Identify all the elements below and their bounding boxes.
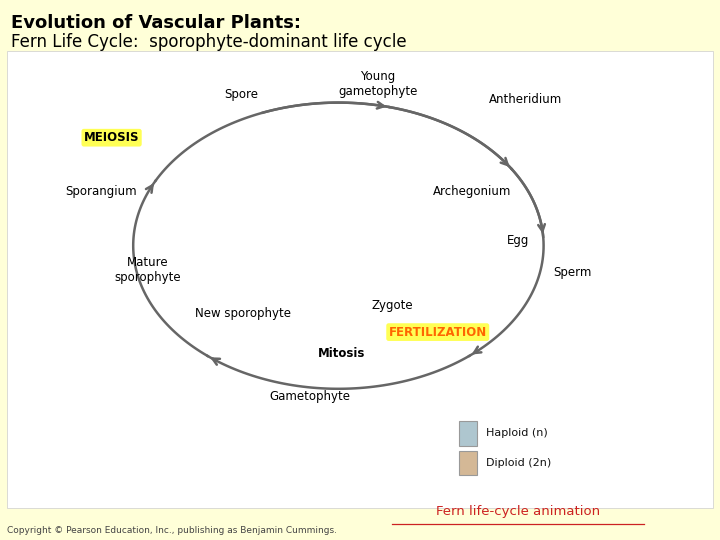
Text: Diploid (2n): Diploid (2n) <box>486 458 552 468</box>
Text: Egg: Egg <box>507 234 530 247</box>
FancyBboxPatch shape <box>7 51 713 508</box>
FancyBboxPatch shape <box>459 451 477 475</box>
Text: New sporophyte: New sporophyte <box>195 307 292 320</box>
Text: Gametophyte: Gametophyte <box>269 390 350 403</box>
Text: Sporangium: Sporangium <box>65 185 137 198</box>
Text: FERTILIZATION: FERTILIZATION <box>389 326 487 339</box>
Text: Fern Life Cycle:  sporophyte-dominant life cycle: Fern Life Cycle: sporophyte-dominant lif… <box>11 33 406 51</box>
Text: Haploid (n): Haploid (n) <box>486 428 548 438</box>
Text: MEIOSIS: MEIOSIS <box>84 131 140 144</box>
Text: Young
gametophyte: Young gametophyte <box>338 70 418 98</box>
Text: Mitosis: Mitosis <box>318 347 366 360</box>
FancyBboxPatch shape <box>459 421 477 445</box>
Text: Sperm: Sperm <box>553 266 592 279</box>
Text: Antheridium: Antheridium <box>489 93 562 106</box>
Text: Zygote: Zygote <box>372 299 413 312</box>
Text: Copyright © Pearson Education, Inc., publishing as Benjamin Cummings.: Copyright © Pearson Education, Inc., pub… <box>7 526 337 535</box>
Text: Spore: Spore <box>224 88 258 101</box>
Text: Archegonium: Archegonium <box>433 185 510 198</box>
Text: Mature
sporophyte: Mature sporophyte <box>114 256 181 284</box>
Text: Fern life-cycle animation: Fern life-cycle animation <box>436 505 600 518</box>
Text: Evolution of Vascular Plants:: Evolution of Vascular Plants: <box>11 14 301 31</box>
